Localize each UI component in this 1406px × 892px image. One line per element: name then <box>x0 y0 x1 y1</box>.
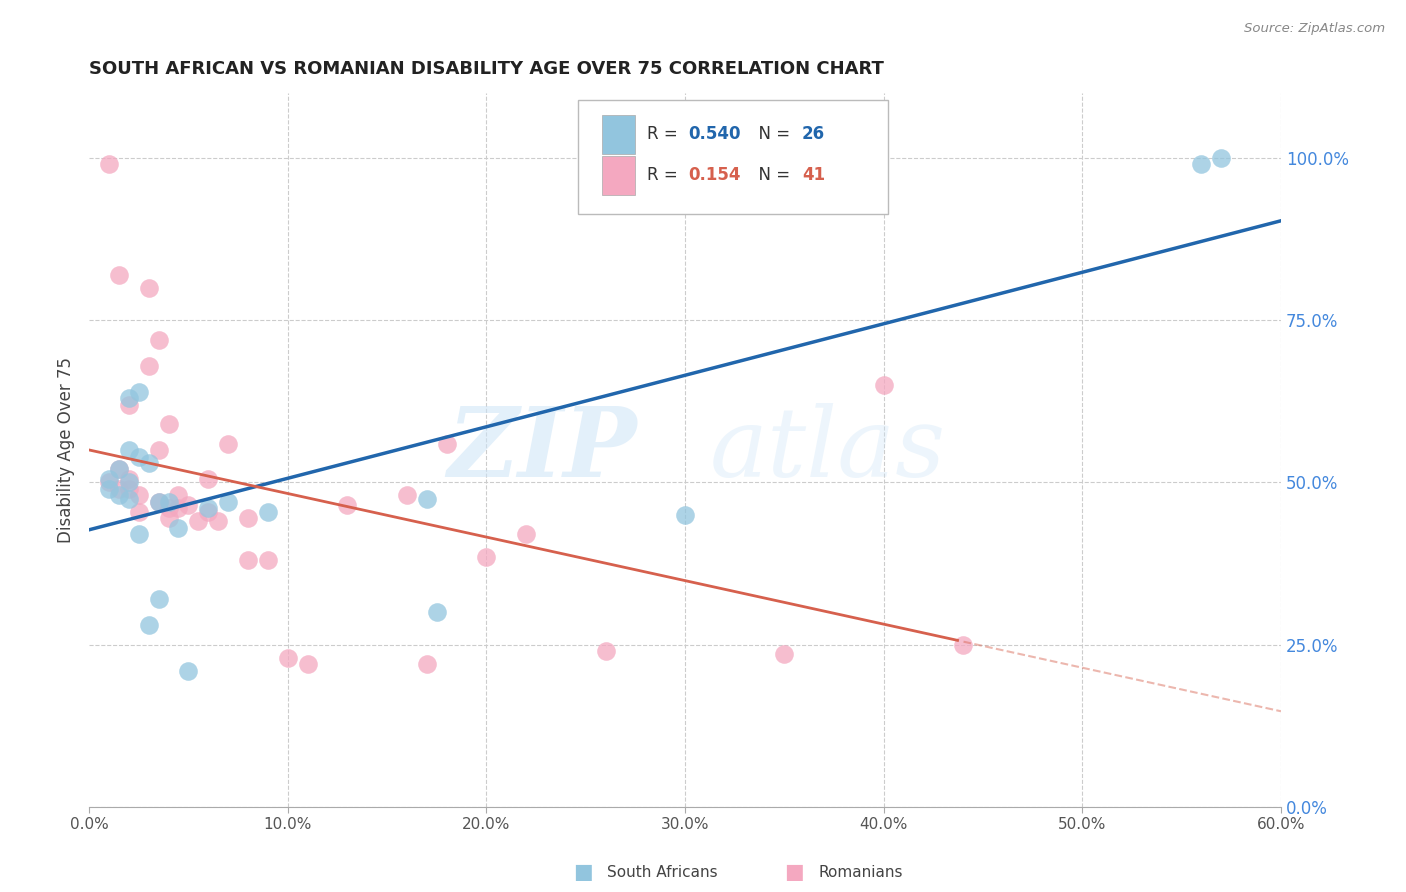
Point <box>128 450 150 464</box>
Point <box>217 436 239 450</box>
Point <box>475 550 498 565</box>
Point <box>118 491 141 506</box>
Point <box>108 482 131 496</box>
Point <box>1211 151 1233 165</box>
Text: Romanians: Romanians <box>818 865 903 880</box>
Y-axis label: Disability Age Over 75: Disability Age Over 75 <box>58 357 75 543</box>
Point <box>515 527 537 541</box>
FancyBboxPatch shape <box>578 100 887 214</box>
Point <box>167 501 190 516</box>
Point <box>395 488 418 502</box>
Point <box>257 505 280 519</box>
Point <box>257 553 280 567</box>
Text: South Africans: South Africans <box>607 865 718 880</box>
Point <box>128 384 150 399</box>
Text: R =: R = <box>647 126 683 144</box>
Point <box>138 618 160 632</box>
Text: ■: ■ <box>574 863 593 882</box>
Point <box>952 638 974 652</box>
Point <box>118 442 141 457</box>
Point <box>336 498 359 512</box>
Point <box>277 650 299 665</box>
Text: R =: R = <box>647 166 683 184</box>
Point <box>148 592 170 607</box>
Point <box>673 508 696 522</box>
FancyBboxPatch shape <box>602 115 636 154</box>
Text: N =: N = <box>748 126 796 144</box>
Point <box>97 472 120 486</box>
Point <box>187 515 209 529</box>
Point <box>167 488 190 502</box>
Point <box>236 511 259 525</box>
Point <box>416 657 439 672</box>
Point <box>97 157 120 171</box>
Point <box>236 553 259 567</box>
Point <box>157 501 180 516</box>
Point <box>138 359 160 373</box>
Point <box>773 648 796 662</box>
Text: 0.540: 0.540 <box>689 126 741 144</box>
Point <box>128 505 150 519</box>
Point <box>138 456 160 470</box>
Point <box>167 521 190 535</box>
Point <box>128 527 150 541</box>
Point <box>118 391 141 405</box>
Point <box>118 482 141 496</box>
FancyBboxPatch shape <box>602 155 636 194</box>
Point <box>197 472 219 486</box>
Text: N =: N = <box>748 166 796 184</box>
Point <box>595 644 617 658</box>
Point <box>426 605 449 619</box>
Text: 0.154: 0.154 <box>689 166 741 184</box>
Point <box>872 378 894 392</box>
Point <box>197 505 219 519</box>
Point <box>108 268 131 282</box>
Point <box>157 511 180 525</box>
Point <box>108 462 131 476</box>
Point <box>128 488 150 502</box>
Point <box>1191 157 1213 171</box>
Text: Source: ZipAtlas.com: Source: ZipAtlas.com <box>1244 22 1385 36</box>
Point <box>118 398 141 412</box>
Point <box>416 491 439 506</box>
Point <box>148 495 170 509</box>
Point <box>108 488 131 502</box>
Point <box>138 281 160 295</box>
Point <box>217 495 239 509</box>
Point <box>177 498 200 512</box>
Point <box>157 495 180 509</box>
Text: ■: ■ <box>785 863 804 882</box>
Point <box>97 482 120 496</box>
Point <box>207 515 229 529</box>
Point <box>118 472 141 486</box>
Point <box>148 495 170 509</box>
Point <box>118 475 141 490</box>
Point <box>177 664 200 678</box>
Text: SOUTH AFRICAN VS ROMANIAN DISABILITY AGE OVER 75 CORRELATION CHART: SOUTH AFRICAN VS ROMANIAN DISABILITY AGE… <box>89 60 884 78</box>
Point <box>148 442 170 457</box>
Point <box>157 417 180 431</box>
Point <box>108 462 131 476</box>
Point <box>97 475 120 490</box>
Text: atlas: atlas <box>710 403 946 497</box>
Text: 26: 26 <box>801 126 825 144</box>
Text: ZIP: ZIP <box>447 403 637 497</box>
Text: 41: 41 <box>801 166 825 184</box>
Point <box>436 436 458 450</box>
Point <box>148 333 170 347</box>
Point <box>297 657 319 672</box>
Point <box>197 501 219 516</box>
